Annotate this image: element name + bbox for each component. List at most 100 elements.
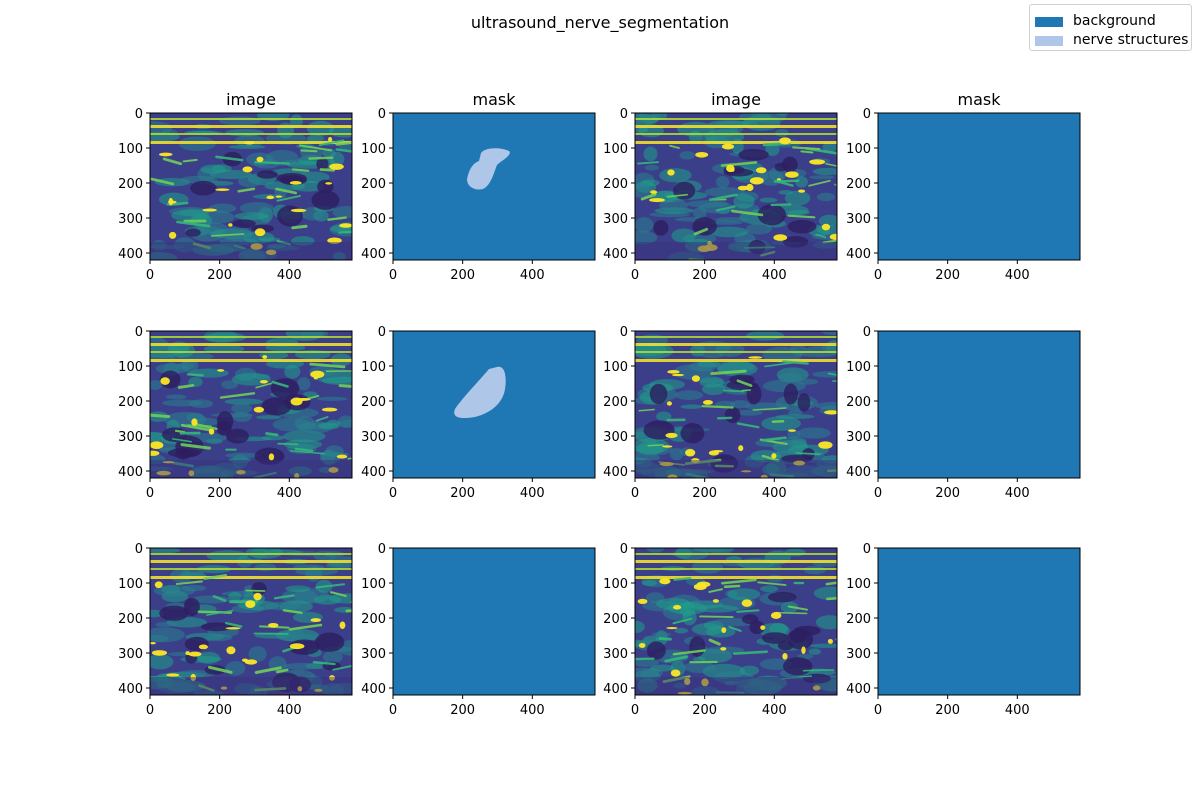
y-tick-label: 400 <box>361 682 386 697</box>
y-tick-label: 400 <box>846 465 871 480</box>
y-tick-label: 0 <box>863 325 871 340</box>
y-tick-label: 0 <box>620 107 628 122</box>
axes-frame <box>877 547 1081 696</box>
x-tick-label: 400 <box>520 268 545 283</box>
y-tick-label: 300 <box>361 212 386 227</box>
axes-frame <box>149 547 353 696</box>
y-tick-label: 300 <box>361 647 386 662</box>
x-tick-label: 400 <box>277 486 302 501</box>
y-tick-label: 300 <box>118 430 143 445</box>
y-tick-label: 200 <box>846 395 871 410</box>
x-tick-label: 0 <box>631 703 639 718</box>
y-tick-label: 400 <box>361 247 386 262</box>
y-tick-label: 300 <box>118 647 143 662</box>
y-tick-label: 300 <box>846 647 871 662</box>
y-tick-label: 100 <box>118 577 143 592</box>
x-tick-label: 0 <box>389 703 397 718</box>
y-tick-label: 200 <box>361 395 386 410</box>
y-tick-label: 400 <box>118 247 143 262</box>
x-tick-label: 400 <box>1005 486 1030 501</box>
y-tick-label: 400 <box>361 465 386 480</box>
axes-frame <box>877 112 1081 261</box>
y-tick-label: 100 <box>603 360 628 375</box>
y-tick-label: 200 <box>603 395 628 410</box>
axes-frame <box>392 112 596 261</box>
y-tick-label: 0 <box>620 325 628 340</box>
y-tick-label: 100 <box>361 577 386 592</box>
x-tick-label: 200 <box>450 703 475 718</box>
x-tick-label: 0 <box>874 268 882 283</box>
axes-frame <box>634 112 838 261</box>
ultrasound-image <box>150 113 352 260</box>
y-tick-label: 0 <box>135 107 143 122</box>
x-tick-label: 0 <box>874 486 882 501</box>
y-tick-label: 300 <box>361 430 386 445</box>
y-tick-label: 300 <box>603 647 628 662</box>
y-tick-label: 200 <box>361 612 386 627</box>
y-tick-label: 100 <box>118 142 143 157</box>
nerve-region <box>467 148 510 190</box>
legend-label-background: background <box>1073 13 1156 29</box>
x-tick-label: 200 <box>450 486 475 501</box>
ultrasound-image <box>150 331 352 478</box>
x-tick-label: 200 <box>692 268 717 283</box>
y-tick-label: 0 <box>863 107 871 122</box>
y-tick-label: 100 <box>846 142 871 157</box>
y-tick-label: 300 <box>603 212 628 227</box>
subplot-title: image <box>226 90 276 109</box>
y-tick-label: 0 <box>620 542 628 557</box>
subplot-title: mask <box>958 90 1002 109</box>
legend-swatch-background <box>1035 17 1063 27</box>
y-tick-label: 100 <box>361 360 386 375</box>
x-tick-label: 400 <box>1005 703 1030 718</box>
mask-background <box>878 548 1080 695</box>
y-tick-label: 200 <box>361 177 386 192</box>
y-tick-label: 0 <box>378 107 386 122</box>
x-tick-label: 200 <box>207 703 232 718</box>
subplot-title: image <box>711 90 761 109</box>
y-tick-label: 400 <box>603 682 628 697</box>
y-tick-label: 300 <box>846 212 871 227</box>
nerve-region <box>454 366 506 419</box>
x-tick-label: 400 <box>1005 268 1030 283</box>
y-tick-label: 400 <box>603 247 628 262</box>
y-tick-label: 100 <box>603 577 628 592</box>
x-tick-label: 400 <box>762 268 787 283</box>
x-tick-label: 400 <box>762 703 787 718</box>
x-tick-label: 0 <box>146 268 154 283</box>
x-tick-label: 400 <box>277 268 302 283</box>
subplot-title: mask <box>473 90 517 109</box>
x-tick-label: 400 <box>520 703 545 718</box>
mask-background <box>878 113 1080 260</box>
x-tick-label: 0 <box>631 486 639 501</box>
axes-frame <box>392 330 596 479</box>
y-tick-label: 200 <box>846 612 871 627</box>
y-tick-label: 0 <box>863 542 871 557</box>
x-tick-label: 0 <box>146 703 154 718</box>
legend-swatch-nerve-structures <box>1035 36 1063 46</box>
axes-frame <box>392 547 596 696</box>
x-tick-label: 0 <box>146 486 154 501</box>
ultrasound-image <box>635 331 837 478</box>
y-tick-label: 100 <box>603 142 628 157</box>
x-tick-label: 400 <box>277 703 302 718</box>
y-tick-label: 300 <box>603 430 628 445</box>
axes-frame <box>634 547 838 696</box>
y-tick-label: 200 <box>118 395 143 410</box>
x-tick-label: 200 <box>207 268 232 283</box>
mask-background <box>393 113 595 260</box>
y-tick-label: 400 <box>846 247 871 262</box>
ultrasound-image <box>635 548 837 695</box>
mask-background <box>878 331 1080 478</box>
axes-frame <box>149 112 353 261</box>
y-tick-label: 200 <box>118 612 143 627</box>
y-tick-label: 100 <box>361 142 386 157</box>
ultrasound-image <box>635 113 837 260</box>
